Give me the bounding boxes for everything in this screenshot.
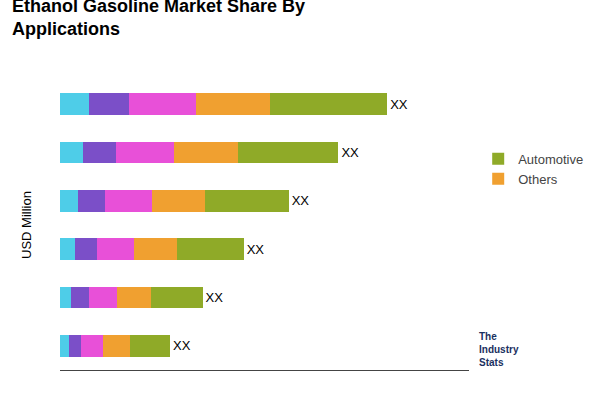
svg-text:XX: XX xyxy=(390,97,408,112)
svg-text:XX: XX xyxy=(173,338,191,353)
svg-text:XX: XX xyxy=(341,145,359,160)
svg-text:Automotive: Automotive xyxy=(518,152,583,167)
svg-text:TheIndustryStats: TheIndustryStats xyxy=(479,331,519,368)
svg-text:XX: XX xyxy=(206,290,224,305)
svg-text:XX: XX xyxy=(247,242,265,257)
svg-text:Others: Others xyxy=(518,172,558,187)
svg-text:Ethanol Gasoline Market Share: Ethanol Gasoline Market Share ByApplicat… xyxy=(12,0,305,39)
svg-text:XX: XX xyxy=(292,193,310,208)
svg-text:USD Million: USD Million xyxy=(19,191,34,259)
